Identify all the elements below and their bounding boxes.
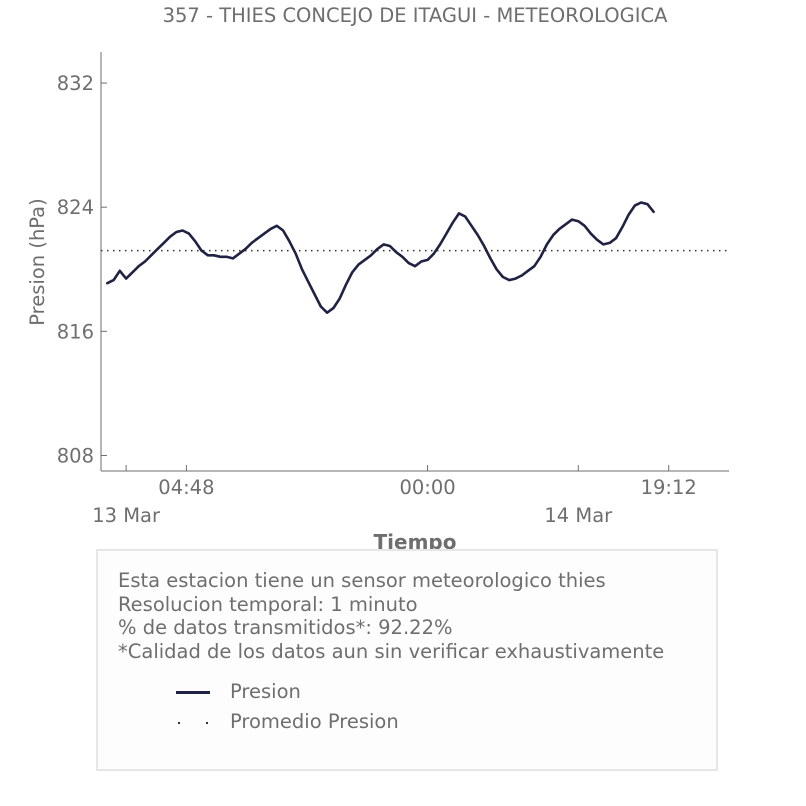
series-marks xyxy=(101,201,729,314)
legend-item-presion: Presion xyxy=(176,680,301,703)
info-line-sensor: Esta estacion tiene un sensor meteorolog… xyxy=(118,569,606,592)
x-tick-label: 00:00 xyxy=(399,476,455,499)
x-axis-label: Tiempo xyxy=(374,530,457,549)
info-line-quality: *Calidad de los datos aun sin verificar … xyxy=(118,639,665,663)
ticks: 808 816 824 832 04:48 00:00 19:12 13 Mar 14 Mar xyxy=(57,72,697,527)
info-line-transmitted: % de datos transmitidos*: 92.22% xyxy=(118,616,453,639)
legend-dotted-swatch xyxy=(176,711,210,733)
pressure-line xyxy=(106,201,655,314)
x-tick-label: 19:12 xyxy=(641,476,697,499)
legend-label-promedio: Promedio Presion xyxy=(230,710,399,733)
legend-label-presion: Presion xyxy=(230,680,301,703)
axes xyxy=(100,52,729,472)
legend-item-promedio: Promedio Presion xyxy=(176,710,399,733)
y-axis-label: Presion (hPa) xyxy=(26,198,49,325)
info-text: Esta estacion tiene un sensor meteorolog… xyxy=(118,569,664,663)
y-tick-label: 808 xyxy=(57,444,94,467)
chart-title: 357 - THIES CONCEJO DE ITAGUI - METEOROL… xyxy=(163,4,669,27)
y-tick-label: 832 xyxy=(57,72,94,95)
y-tick-label: 824 xyxy=(57,196,94,219)
x-date-label: 13 Mar xyxy=(92,504,161,527)
info-box: Esta estacion tiene un sensor meteorolog… xyxy=(96,549,718,771)
y-tick-label: 816 xyxy=(57,320,94,343)
legend-line-swatch xyxy=(176,681,210,703)
info-line-resolution: Resolucion temporal: 1 minuto xyxy=(118,592,418,616)
x-date-label: 14 Mar xyxy=(544,504,613,527)
x-tick-label: 04:48 xyxy=(158,476,214,499)
pressure-chart: 357 - THIES CONCEJO DE ITAGUI - METEOROL… xyxy=(26,4,729,549)
